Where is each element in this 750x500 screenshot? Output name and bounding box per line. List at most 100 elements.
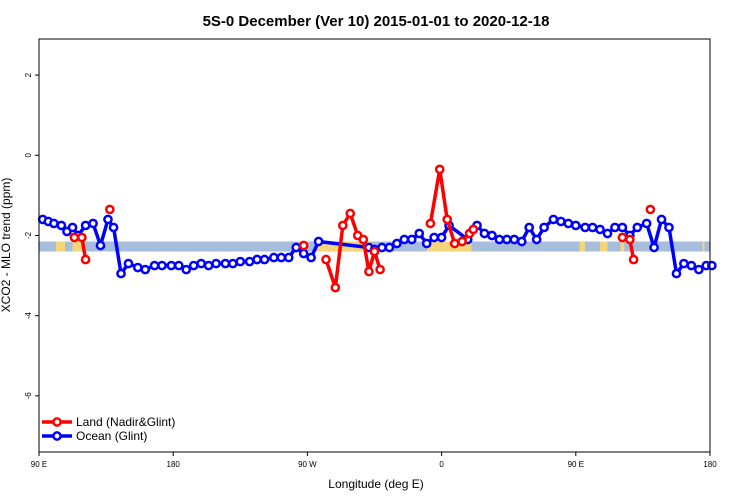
land-series-point (369, 246, 380, 257)
ocean-series-point (306, 252, 316, 263)
ocean-series-point (617, 222, 628, 233)
legend-marker (52, 417, 62, 427)
legend: Land (Nadir&Glint)Ocean (Glint) (42, 415, 175, 443)
land-series-point (364, 266, 374, 277)
land-series-point (330, 282, 341, 293)
ocean-series-point (80, 220, 91, 231)
x-tick-label: 180 (703, 460, 717, 469)
land-series-point (77, 232, 87, 243)
ocean-series-point (220, 258, 231, 269)
ocean-series-point (392, 238, 402, 249)
y-tick-label: 2 (24, 72, 33, 77)
y-tick-label: -6 (24, 392, 33, 400)
ocean-series-point (108, 222, 119, 233)
land-band-segment (620, 241, 625, 252)
land-series-point (104, 204, 115, 215)
x-tick-label: 90 E (568, 460, 584, 469)
ocean-series-point (399, 234, 410, 245)
ocean-series-point (686, 260, 697, 271)
ocean-series-point (556, 216, 566, 227)
y-axis-label: XCO2 - MLO trend (ppm) (0, 178, 13, 313)
ocean-series-point (166, 260, 177, 271)
ocean-series-point (406, 234, 417, 245)
ocean-series-point (610, 222, 620, 233)
x-tick-label: 90 E (31, 460, 47, 469)
ocean-series-point (116, 268, 126, 279)
ocean-series-point (548, 214, 559, 225)
land-series-point (425, 218, 436, 229)
ocean-series-point (531, 234, 542, 245)
ocean-series-point (377, 242, 387, 253)
ocean-series-point (429, 232, 439, 243)
x-tick-label: 180 (167, 460, 181, 469)
land-series-point (617, 232, 628, 243)
land-series-point (358, 234, 369, 245)
ocean-series-point (203, 260, 214, 271)
ocean-series-point (252, 254, 262, 265)
ocean-series-point (656, 214, 667, 225)
land-band-segment (426, 241, 472, 252)
ocean-series-point (181, 264, 192, 275)
ocean-series-point (269, 252, 279, 263)
ocean-series-point (67, 222, 78, 233)
ocean-series-point (276, 252, 287, 263)
ocean-series-point (149, 260, 160, 271)
ocean-series-point (227, 258, 238, 269)
land-series-point (625, 234, 635, 245)
ocean-series-point (313, 236, 324, 247)
axes: 90 E 180 90 W 0 90 E 180 2 0 -2 -4 -6 (24, 72, 717, 469)
land-band-segment (600, 241, 608, 252)
legend-label: Land (Nadir&Glint) (76, 415, 175, 429)
ocean-series-point (88, 218, 98, 229)
ocean-series-point (384, 242, 395, 253)
land-band-segment (316, 241, 371, 252)
legend-marker (52, 431, 62, 441)
ocean-series-point (298, 248, 309, 259)
x-tick-label: 90 W (298, 460, 317, 469)
land-series-point (80, 254, 91, 265)
ocean-series-point (132, 262, 143, 273)
ocean-series-point (56, 220, 67, 231)
y-tick-label: 0 (24, 153, 33, 158)
ocean-series-point (479, 228, 490, 239)
ocean-series-point (707, 260, 717, 271)
x-tick-label: 0 (439, 460, 444, 469)
land-series-point (69, 232, 80, 243)
land-series-point (434, 164, 445, 175)
ocean-series-point (140, 264, 151, 275)
legend-label: Ocean (Glint) (76, 429, 147, 443)
ocean-series-point (283, 252, 294, 263)
land-band-segment (72, 241, 82, 252)
ocean-series-point (641, 218, 652, 229)
land-series-point (449, 238, 460, 249)
land-band-segment (579, 241, 586, 252)
ocean-series-point (649, 242, 659, 253)
ocean-series-point (487, 230, 497, 241)
chart-title: 5S-0 December (Ver 10) 2015-01-01 to 202… (203, 13, 550, 30)
ocean-series-point (595, 224, 605, 235)
ocean-series-point (211, 258, 221, 269)
ocean-series-point (173, 260, 184, 271)
ocean-series-point (196, 258, 207, 269)
land-band-segment (55, 241, 66, 252)
ocean-series-point (524, 222, 535, 233)
y-tick-label: -4 (24, 312, 33, 320)
ocean-series-point (602, 228, 613, 239)
ocean-series-point (671, 268, 682, 279)
ocean-series-point (244, 256, 255, 267)
land-series-point (468, 224, 479, 235)
land-series-point (298, 240, 309, 251)
ocean-series-point (103, 214, 113, 225)
ocean-series-point (291, 242, 302, 253)
ocean-series-point (259, 254, 270, 265)
ocean-series-point (587, 222, 598, 233)
ocean-series-point (570, 220, 581, 231)
ocean-series-point (494, 234, 505, 245)
ocean-series-point (516, 236, 527, 247)
ocean-series-point (157, 260, 167, 271)
land-series-point (321, 254, 331, 265)
ocean-series-point (580, 222, 590, 233)
ocean-series-point (632, 222, 643, 233)
ocean-series-point (501, 234, 512, 245)
